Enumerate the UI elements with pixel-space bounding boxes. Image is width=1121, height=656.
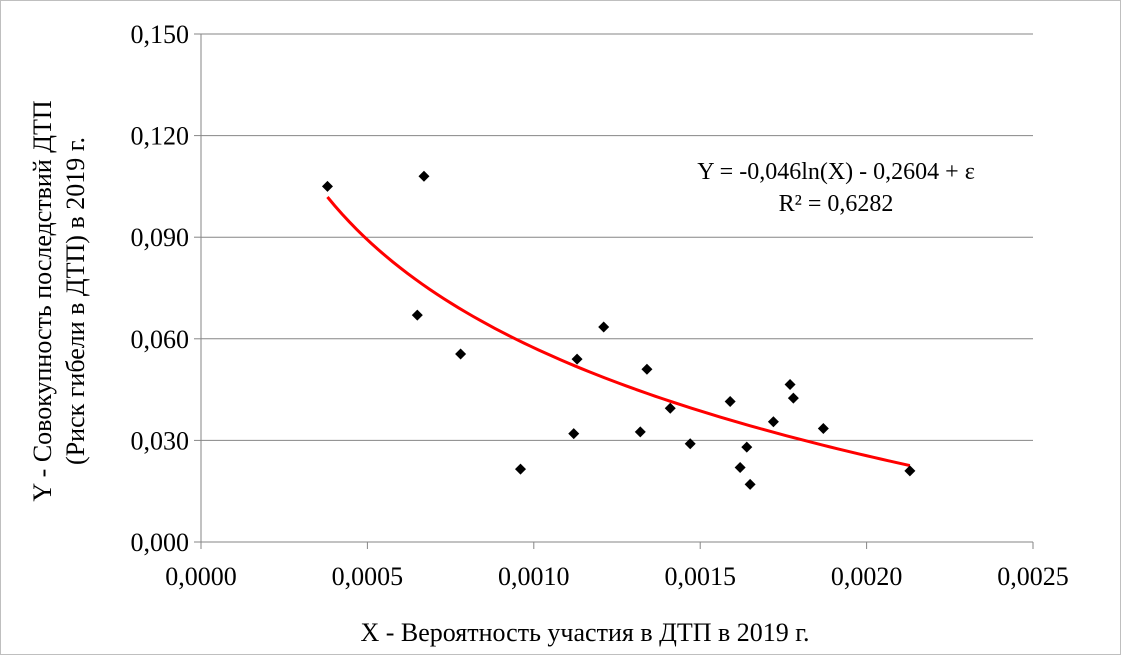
data-point xyxy=(571,353,583,365)
trendline xyxy=(326,196,911,468)
x-tick-label: 0,0015 xyxy=(664,562,736,591)
trend-equation: Y = -0,046ln(X) - 0,2604 + ε xyxy=(697,159,975,185)
x-tick-label: 0,0010 xyxy=(498,562,570,591)
data-point xyxy=(641,363,653,375)
y-tick-labels: 0,000 0,030 0,060 0,090 0,120 0,150 xyxy=(131,20,190,557)
y-axis-title-line1: Y - Совокупность последствий ДТП xyxy=(28,100,57,502)
data-point xyxy=(784,379,796,391)
data-point xyxy=(741,441,753,453)
data-point xyxy=(787,392,799,404)
data-point xyxy=(724,395,736,407)
y-tick-label: 0,090 xyxy=(131,223,190,252)
data-point xyxy=(514,463,526,475)
data-point xyxy=(598,321,610,333)
y-axis-title-line2: (Риск гибели в ДТП) в 2019 г. xyxy=(61,137,90,465)
y-tick-label: 0,150 xyxy=(131,20,190,49)
data-point xyxy=(418,170,430,182)
y-tick-label: 0,120 xyxy=(131,122,190,151)
data-point xyxy=(664,402,676,414)
x-tick-label: 0,0000 xyxy=(165,562,237,591)
x-tick-labels: 0,0000 0,0005 0,0010 0,0015 0,0020 0,0025 xyxy=(165,562,1069,591)
data-point xyxy=(568,428,580,440)
data-point xyxy=(744,478,756,490)
data-point xyxy=(904,465,916,477)
y-tick-label: 0,030 xyxy=(131,426,190,455)
x-axis-title: X - Вероятность участия в ДТП в 2019 г. xyxy=(360,618,809,647)
x-tick-label: 0,0020 xyxy=(831,562,903,591)
x-tick-label: 0,0025 xyxy=(997,562,1069,591)
x-tick-label: 0,0005 xyxy=(332,562,404,591)
data-point xyxy=(411,309,423,321)
data-point xyxy=(684,438,696,450)
y-tick-label: 0,000 xyxy=(131,528,190,557)
data-point xyxy=(767,416,779,428)
data-point xyxy=(455,348,467,360)
r-squared: R² = 0,6282 xyxy=(779,191,894,217)
gridlines xyxy=(194,33,1033,543)
data-point xyxy=(734,461,746,473)
data-points xyxy=(321,170,916,490)
data-point xyxy=(321,180,333,192)
data-point xyxy=(634,426,646,438)
y-tick-label: 0,060 xyxy=(131,325,190,354)
data-point xyxy=(817,423,829,435)
axes xyxy=(200,34,1034,549)
